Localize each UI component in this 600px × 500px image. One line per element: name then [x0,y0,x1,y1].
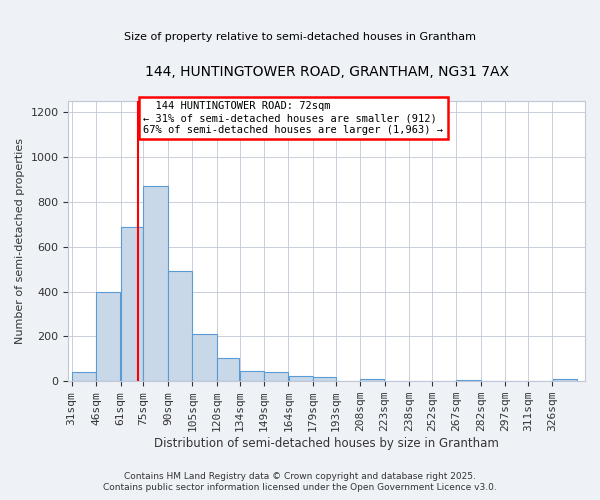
Bar [289,376,313,381]
Bar [193,334,217,381]
Text: Contains public sector information licensed under the Open Government Licence v3: Contains public sector information licen… [103,484,497,492]
Title: 144, HUNTINGTOWER ROAD, GRANTHAM, NG31 7AX: 144, HUNTINGTOWER ROAD, GRANTHAM, NG31 7… [145,65,509,79]
Text: Size of property relative to semi-detached houses in Grantham: Size of property relative to semi-detach… [124,32,476,42]
Bar [553,379,577,381]
Bar [121,226,143,381]
Text: 144 HUNTINGTOWER ROAD: 72sqm  
← 31% of semi-detached houses are smaller (912)
6: 144 HUNTINGTOWER ROAD: 72sqm ← 31% of se… [143,102,443,134]
Bar [457,380,481,381]
Bar [143,186,167,381]
Bar [264,372,288,381]
X-axis label: Distribution of semi-detached houses by size in Grantham: Distribution of semi-detached houses by … [154,437,499,450]
Bar [96,292,121,381]
Y-axis label: Number of semi-detached properties: Number of semi-detached properties [15,138,25,344]
Text: Contains HM Land Registry data © Crown copyright and database right 2025.: Contains HM Land Registry data © Crown c… [124,472,476,481]
Bar [239,371,264,381]
Bar [217,358,239,381]
Bar [168,272,192,381]
Bar [72,372,96,381]
Bar [360,379,385,381]
Bar [313,376,335,381]
